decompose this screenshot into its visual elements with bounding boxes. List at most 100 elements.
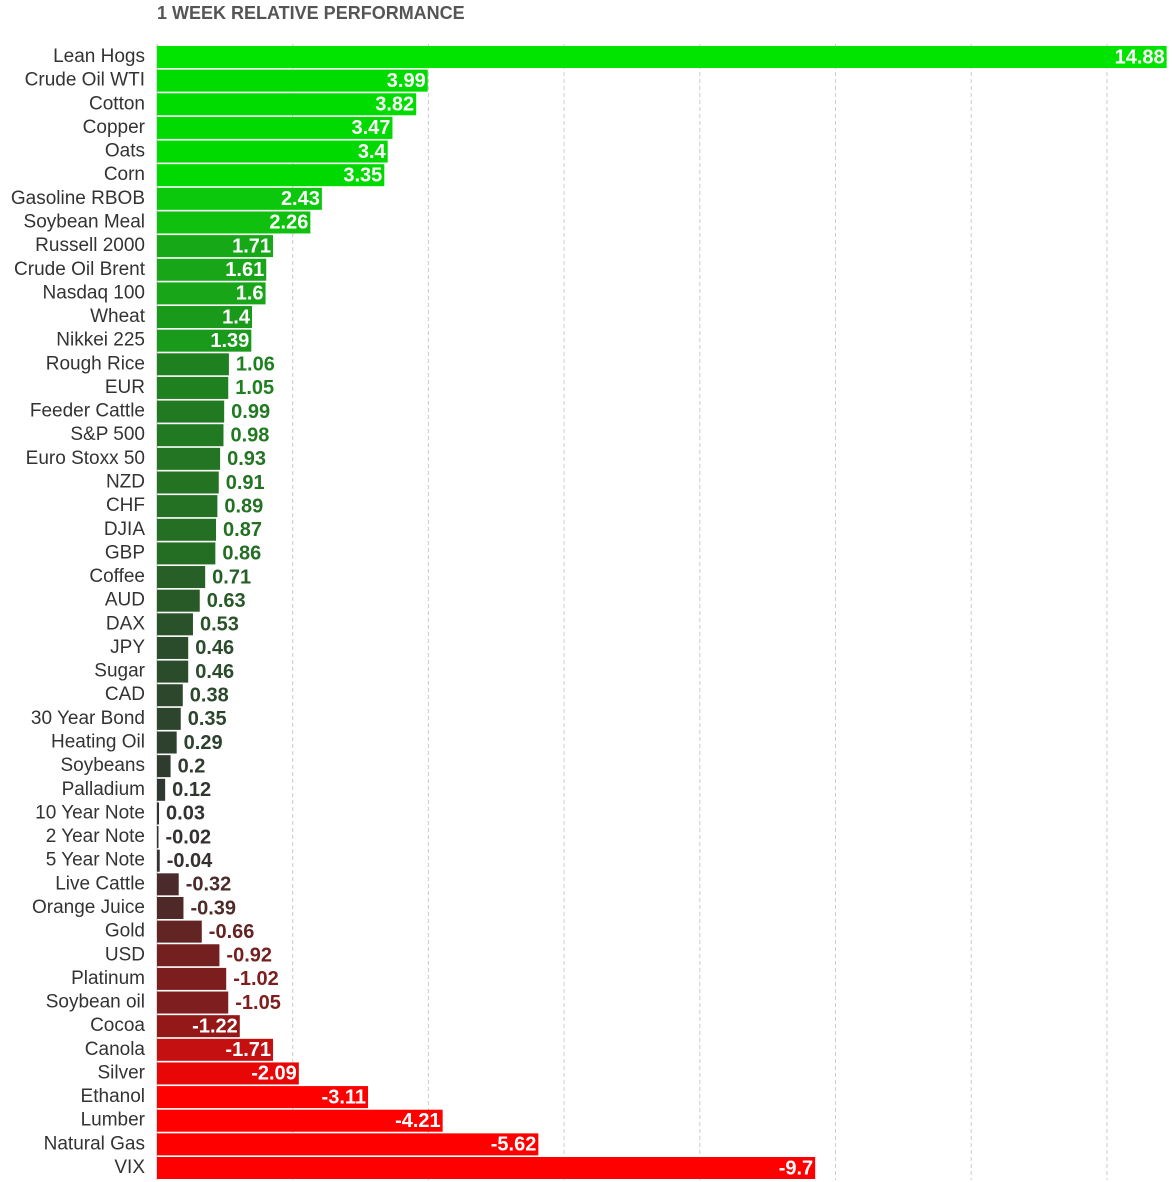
bar bbox=[157, 826, 159, 849]
value-label: -0.32 bbox=[186, 874, 232, 896]
bar bbox=[157, 566, 206, 589]
value-label: 3.47 bbox=[352, 117, 391, 139]
bar bbox=[157, 306, 252, 329]
bar bbox=[157, 69, 428, 92]
value-label: 0.71 bbox=[212, 566, 251, 588]
category-label: Orange Juice bbox=[32, 897, 145, 918]
bar bbox=[157, 660, 189, 683]
category-label: Palladium bbox=[62, 779, 145, 800]
value-label: 0.38 bbox=[190, 685, 229, 707]
value-label: -1.02 bbox=[233, 968, 279, 990]
bar bbox=[157, 518, 217, 541]
bar bbox=[157, 967, 227, 990]
value-label: 0.53 bbox=[200, 614, 239, 636]
bar bbox=[157, 376, 229, 399]
value-label: 1.39 bbox=[210, 330, 249, 352]
category-label: Russell 2000 bbox=[35, 235, 145, 256]
value-label: 14.88 bbox=[1115, 46, 1165, 68]
category-label: S&P 500 bbox=[70, 424, 145, 445]
category-label: Lumber bbox=[81, 1110, 146, 1131]
bar bbox=[157, 400, 225, 423]
value-label: 2.43 bbox=[281, 188, 320, 210]
value-label: 0.99 bbox=[231, 401, 270, 423]
value-label: 0.93 bbox=[227, 448, 266, 470]
category-label: GBP bbox=[105, 542, 145, 563]
category-label: Heating Oil bbox=[51, 732, 145, 753]
bar bbox=[157, 589, 200, 612]
category-label: VIX bbox=[114, 1157, 145, 1178]
bar bbox=[157, 636, 189, 659]
category-label: NZD bbox=[106, 472, 145, 493]
value-label: -0.39 bbox=[190, 897, 236, 919]
category-label: 5 Year Note bbox=[46, 850, 145, 871]
bar bbox=[157, 1086, 369, 1109]
bar bbox=[157, 707, 181, 730]
bar bbox=[157, 140, 388, 163]
category-label: Nasdaq 100 bbox=[43, 282, 145, 303]
bar bbox=[157, 778, 166, 801]
value-label: 0.2 bbox=[178, 755, 206, 777]
category-label: DAX bbox=[106, 613, 145, 634]
bar bbox=[157, 873, 179, 896]
bar bbox=[157, 258, 267, 281]
bar bbox=[157, 447, 221, 470]
category-label: Oats bbox=[105, 141, 145, 162]
value-label: 1.71 bbox=[232, 235, 271, 257]
value-label: -5.62 bbox=[491, 1134, 537, 1156]
bar bbox=[157, 187, 322, 210]
value-label: 0.46 bbox=[195, 637, 234, 659]
category-label: Soybeans bbox=[60, 755, 145, 776]
value-label: -3.11 bbox=[322, 1086, 366, 1108]
category-label: Euro Stoxx 50 bbox=[26, 448, 145, 469]
bar bbox=[157, 282, 266, 305]
category-label: 10 Year Note bbox=[35, 802, 145, 823]
value-label: 2.26 bbox=[269, 212, 308, 234]
category-label: JPY bbox=[110, 637, 145, 658]
bar bbox=[157, 116, 393, 139]
category-label: CHF bbox=[106, 495, 145, 516]
bar bbox=[157, 1133, 539, 1156]
value-label: -9.7 bbox=[779, 1157, 813, 1179]
category-label: EUR bbox=[105, 377, 145, 398]
value-label: -1.71 bbox=[225, 1039, 271, 1061]
category-label: Corn bbox=[104, 164, 145, 185]
value-label: 0.03 bbox=[166, 803, 205, 825]
bar bbox=[157, 329, 252, 352]
value-label: 0.63 bbox=[207, 590, 246, 612]
value-label: 3.4 bbox=[358, 141, 387, 163]
category-label: Rough Rice bbox=[46, 353, 145, 374]
category-label: Sugar bbox=[94, 661, 145, 682]
bar bbox=[157, 46, 1167, 68]
value-label: 1.4 bbox=[222, 306, 251, 328]
value-label: -1.05 bbox=[235, 992, 281, 1014]
category-label: Wheat bbox=[90, 306, 146, 327]
value-label: 1.05 bbox=[235, 377, 274, 399]
category-label: Crude Oil WTI bbox=[25, 70, 145, 91]
category-label: Platinum bbox=[71, 968, 145, 989]
value-label: -0.02 bbox=[166, 826, 212, 848]
category-label: Lean Hogs bbox=[53, 46, 145, 67]
bar bbox=[157, 991, 229, 1014]
value-label: 0.86 bbox=[222, 543, 261, 565]
category-label: Crude Oil Brent bbox=[14, 259, 146, 280]
bar bbox=[157, 1038, 274, 1061]
bar bbox=[157, 164, 385, 187]
value-label: 0.46 bbox=[195, 661, 234, 683]
value-label: 0.87 bbox=[223, 519, 262, 541]
category-label: Cocoa bbox=[90, 1015, 145, 1036]
chart-title: 1 WEEK RELATIVE PERFORMANCE bbox=[157, 3, 465, 23]
bar bbox=[157, 896, 184, 919]
value-label: -0.04 bbox=[167, 850, 213, 872]
value-label: 0.35 bbox=[188, 708, 227, 730]
value-label: -0.66 bbox=[209, 921, 255, 943]
category-label: Soybean oil bbox=[46, 992, 145, 1013]
category-label: Natural Gas bbox=[44, 1133, 145, 1154]
value-label: -2.09 bbox=[251, 1063, 297, 1085]
value-label: -1.22 bbox=[192, 1015, 238, 1037]
value-label: 3.99 bbox=[387, 70, 426, 92]
bar bbox=[157, 1015, 240, 1038]
bar bbox=[157, 1157, 816, 1179]
bar bbox=[157, 1062, 299, 1085]
bar bbox=[157, 613, 193, 636]
value-label: 0.29 bbox=[184, 732, 223, 754]
